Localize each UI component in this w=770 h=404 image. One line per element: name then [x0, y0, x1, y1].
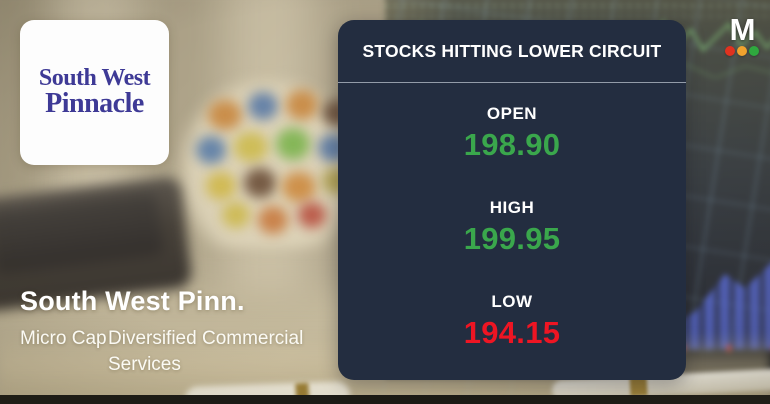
company-meta: Micro Cap Diversified Commercial Service…	[20, 326, 313, 378]
candy	[276, 128, 310, 160]
stat-low: LOW 194.15	[338, 292, 686, 351]
brand-dot-red	[725, 46, 735, 56]
stat-open-label: OPEN	[486, 104, 538, 124]
brand-dot-green	[749, 46, 759, 56]
stat-open: OPEN 198.90	[338, 104, 686, 163]
brand-m-letter: M	[729, 12, 756, 47]
candy	[282, 172, 316, 202]
candy	[286, 90, 318, 120]
stat-open-value: 198.90	[463, 127, 561, 163]
stat-high: HIGH 199.95	[338, 198, 686, 257]
stats-panel-title: STOCKS HITTING LOWER CIRCUIT	[362, 40, 662, 61]
company-name: South West Pinn.	[20, 286, 245, 316]
stat-high-label: HIGH	[489, 197, 535, 217]
brand-dots	[721, 46, 763, 56]
bottom-dark-strip	[0, 395, 770, 404]
stat-low-label: LOW	[491, 291, 533, 311]
candy	[206, 172, 236, 200]
company-logo-card: South West Pinnacle	[20, 20, 169, 165]
logo-text-line2: Pinnacle	[45, 88, 144, 120]
stat-high-value: 199.95	[463, 220, 561, 256]
stats-panel-header: STOCKS HITTING LOWER CIRCUIT	[338, 20, 686, 82]
candy	[258, 206, 288, 234]
market-cap-label: Micro Cap	[20, 328, 107, 349]
candy	[222, 202, 250, 228]
candy	[298, 202, 326, 228]
candy	[244, 168, 276, 198]
panel-divider	[338, 82, 686, 83]
stat-low-value: 194.15	[463, 314, 561, 350]
brand-dot-orange	[737, 46, 747, 56]
candy	[248, 92, 278, 120]
brand-logo: M	[721, 14, 763, 56]
logo-text-line1: South West	[38, 64, 151, 91]
stats-list: OPEN 198.90 HIGH 199.95 LOW 194.15	[338, 83, 686, 380]
smartphone-screen	[0, 192, 164, 275]
candy	[234, 132, 268, 162]
chart-ticks	[385, 4, 770, 8]
candy	[208, 100, 242, 130]
chart-ticks	[385, 14, 770, 18]
candy	[196, 136, 226, 164]
company-info: South West Pinn. Micro Cap Diversified C…	[20, 286, 313, 378]
stats-panel: STOCKS HITTING LOWER CIRCUIT OPEN 198.90…	[338, 20, 686, 380]
sector-label: Diversified Commercial Services	[108, 328, 304, 375]
